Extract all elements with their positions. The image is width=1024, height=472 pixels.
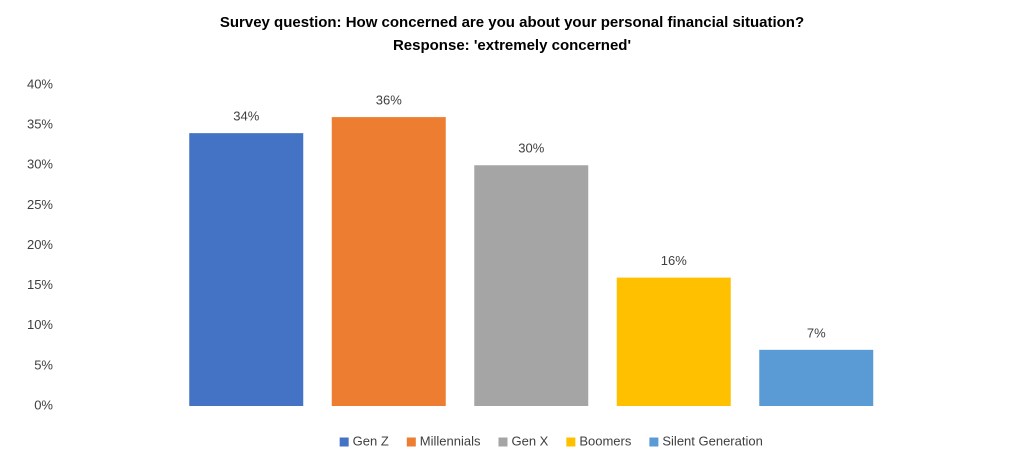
legend-label: Gen Z (353, 433, 389, 448)
data-label: 30% (518, 141, 544, 156)
chart-title: Survey question: How concerned are you a… (220, 14, 804, 31)
data-label: 7% (807, 325, 826, 340)
y-tick-label: 40% (27, 76, 53, 91)
bar (331, 117, 446, 406)
bar (189, 133, 304, 406)
legend-label: Millennials (420, 433, 481, 448)
y-tick-label: 20% (27, 237, 53, 252)
legend-swatch (566, 437, 576, 447)
legend-label: Gen X (511, 433, 548, 448)
legend-swatch (339, 437, 349, 447)
y-tick-label: 25% (27, 197, 53, 212)
legend-swatch (498, 437, 508, 447)
chart-subtitle: Response: 'extremely concerned' (393, 37, 631, 54)
legend-label: Silent Generation (662, 433, 762, 448)
y-tick-label: 5% (34, 357, 53, 372)
bar (474, 165, 589, 406)
legend-swatch (406, 437, 416, 447)
data-label: 36% (376, 93, 402, 108)
data-label: 34% (233, 109, 259, 124)
y-tick-label: 0% (34, 397, 53, 412)
bar (616, 277, 731, 406)
bar (759, 349, 874, 406)
legend-swatch (649, 437, 659, 447)
y-tick-label: 35% (27, 117, 53, 132)
y-tick-label: 30% (27, 157, 53, 172)
y-tick-label: 15% (27, 277, 53, 292)
y-tick-label: 10% (27, 317, 53, 332)
data-label: 16% (661, 253, 687, 268)
legend-label: Boomers (579, 433, 632, 448)
